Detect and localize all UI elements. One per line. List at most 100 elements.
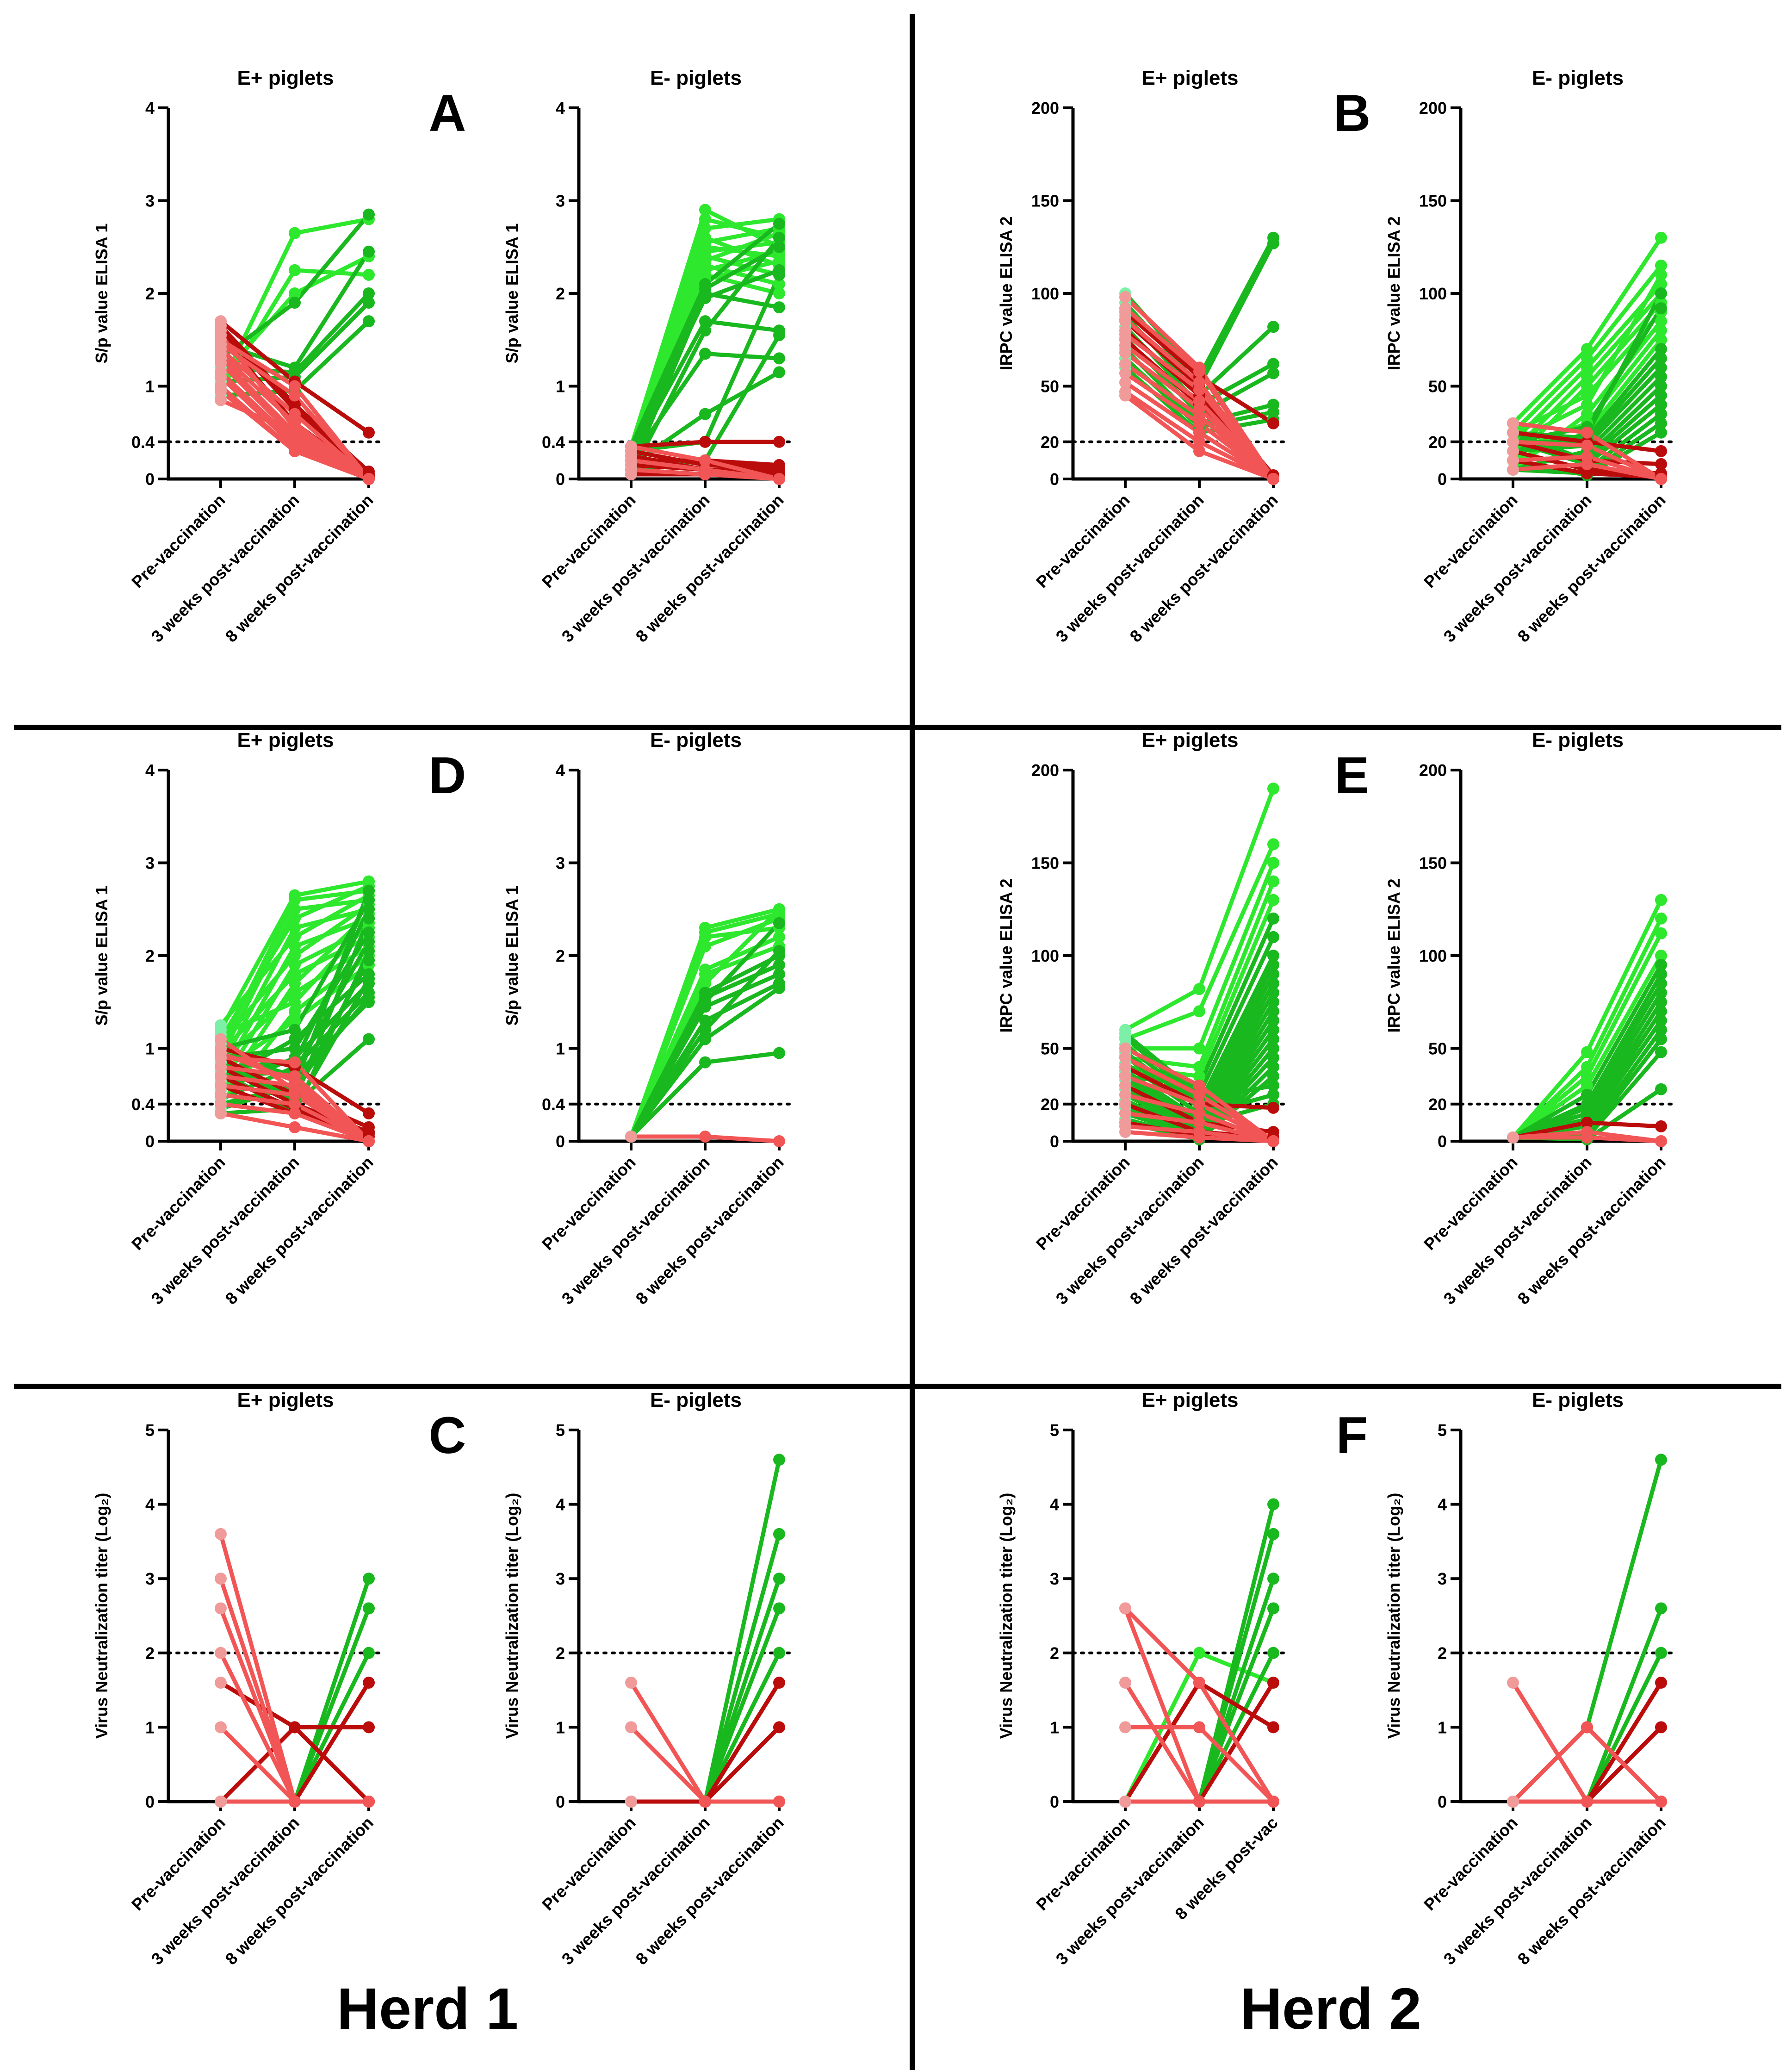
data-point (363, 954, 375, 967)
data-point (289, 287, 301, 299)
data-point (289, 1075, 301, 1087)
data-point (1655, 894, 1667, 906)
panel-letter: D (429, 746, 466, 804)
data-point (289, 921, 301, 934)
data-point (363, 1033, 375, 1045)
y-tick-label: 0 (1438, 470, 1447, 489)
data-point (1655, 1120, 1667, 1132)
data-point (215, 1528, 227, 1540)
data-point (215, 1602, 227, 1615)
y-tick-label: 4 (145, 99, 155, 118)
data-point (1267, 894, 1279, 906)
data-point (289, 950, 301, 962)
data-point (1267, 1005, 1279, 1018)
y-tick-label: 3 (145, 1569, 155, 1588)
data-point (699, 1130, 711, 1143)
chart-title: E- piglets (1532, 729, 1624, 752)
y-tick-label: 3 (145, 192, 155, 211)
data-point (1267, 1498, 1279, 1511)
y-tick-label: 4 (145, 1495, 155, 1514)
y-tick-label: 150 (1419, 192, 1447, 211)
data-point (215, 1047, 227, 1059)
data-point (773, 268, 785, 281)
data-point (289, 940, 301, 952)
data-point (699, 222, 711, 235)
series-group (215, 875, 375, 1147)
data-point (1267, 1796, 1279, 1808)
y-tick-label: 2 (556, 946, 565, 965)
x-tick-label: 3 weeks post-vaccination (558, 491, 713, 646)
data-point (363, 894, 375, 906)
series-line (629, 1725, 781, 1804)
y-tick-label: 0 (1050, 1792, 1059, 1811)
data-point (1581, 467, 1593, 479)
data-point (1581, 1061, 1593, 1073)
y-tick-label: 150 (1419, 854, 1447, 873)
data-point (1119, 1602, 1131, 1615)
series-group (625, 903, 785, 1147)
data-point (1581, 352, 1593, 365)
data-point (363, 1107, 375, 1119)
data-point (1655, 417, 1667, 429)
data-point (699, 324, 711, 337)
data-point (773, 959, 785, 971)
data-point (1655, 287, 1667, 299)
data-point (289, 1005, 301, 1018)
data-point (289, 297, 301, 309)
data-point (1581, 1721, 1593, 1734)
data-point (215, 1796, 227, 1808)
series-group (1119, 1498, 1279, 1808)
x-tick-label: 8 weeks post-vaccination (1514, 1813, 1669, 1969)
y-tick-label: 50 (1041, 377, 1059, 396)
data-point (773, 931, 785, 943)
data-point (1581, 426, 1593, 439)
data-point (1655, 1454, 1667, 1466)
data-point (363, 1135, 375, 1147)
series-group (1507, 894, 1667, 1147)
y-tick-label: 150 (1031, 192, 1059, 211)
y-tick-label: 1 (1438, 1718, 1447, 1737)
data-point (1193, 417, 1205, 429)
series-group (625, 1454, 785, 1808)
herd-2-label: Herd 2 (1240, 1976, 1421, 2041)
data-point (363, 268, 375, 281)
data-point (289, 422, 301, 434)
y-tick-label: 1 (556, 1718, 565, 1737)
data-point (1119, 1796, 1131, 1808)
panel-dividers (14, 14, 1781, 2070)
data-point (1267, 1051, 1279, 1064)
y-tick-label: 5 (556, 1421, 565, 1440)
y-tick-label: 200 (1031, 761, 1059, 780)
data-point (289, 987, 301, 999)
data-point (773, 1721, 785, 1734)
y-tick-label: 50 (1041, 1039, 1059, 1058)
data-point (363, 1602, 375, 1615)
data-point (1655, 324, 1667, 337)
series-line (629, 1606, 781, 1804)
series-line (218, 1725, 371, 1804)
data-point (1193, 983, 1205, 995)
data-point (773, 1573, 785, 1585)
herd-1-label: Herd 1 (337, 1976, 518, 2041)
data-point (625, 463, 637, 476)
data-point (1581, 389, 1593, 402)
x-tick-label: 3 weeks post-vaccination (1440, 1153, 1595, 1308)
data-point (1193, 384, 1205, 396)
data-point (1655, 352, 1667, 365)
data-point (215, 1721, 227, 1734)
data-point (1655, 458, 1667, 470)
data-point (1267, 473, 1279, 485)
data-point (1655, 1602, 1667, 1615)
data-point (1193, 1042, 1205, 1055)
data-point (1581, 1079, 1593, 1092)
data-point (289, 264, 301, 276)
chart-title: E- piglets (1532, 67, 1624, 89)
y-tick-label: 5 (1438, 1421, 1447, 1440)
data-point (699, 468, 711, 480)
data-point (1267, 912, 1279, 925)
data-point (363, 245, 375, 258)
data-point (1267, 1602, 1279, 1615)
data-point (289, 1084, 301, 1096)
